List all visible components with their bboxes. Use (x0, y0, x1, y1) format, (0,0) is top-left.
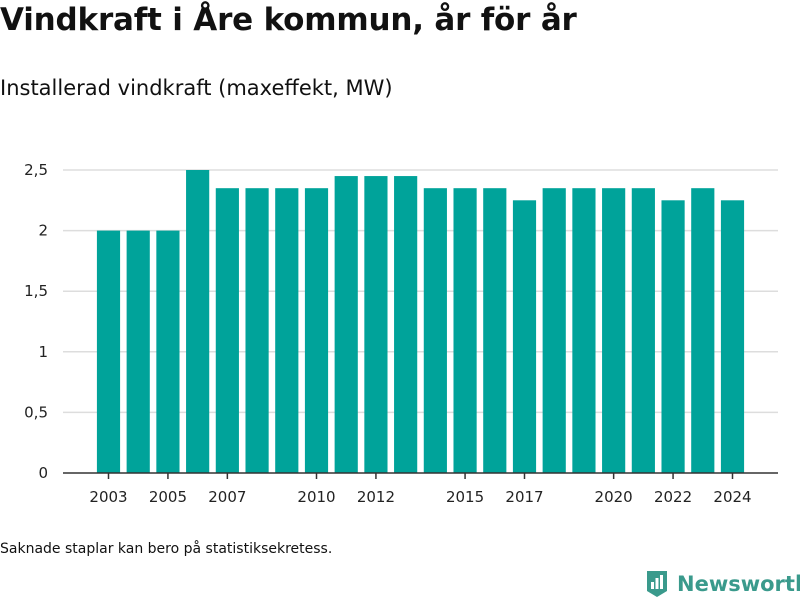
bar-2004 (126, 230, 150, 473)
axes (63, 472, 778, 479)
newsworthy-logo[interactable]: Newsworthy (645, 569, 800, 599)
footnote: Saknade staplar kan bero på statistiksek… (0, 541, 333, 557)
brand-name: Newsworthy (677, 572, 800, 596)
bar-2020 (602, 188, 626, 473)
bar-2023 (691, 188, 715, 473)
x-tick-label: 2005 (149, 488, 187, 506)
x-tick-label: 2012 (357, 488, 395, 506)
x-tick-label: 2022 (654, 488, 692, 506)
bar-2016 (483, 188, 507, 473)
bar-2015 (453, 188, 477, 473)
bar-2003 (96, 230, 121, 473)
tick-labels: 0 0,5 1 1,5 2 2,5 2003 2005 2007 2010 2012 2015 2017… (24, 161, 751, 506)
gridlines (63, 169, 778, 414)
x-tick-label: 2015 (446, 488, 484, 506)
chart-subtitle: Installerad vindkraft (maxeffekt, MW) (0, 76, 393, 100)
bar-2010 (304, 188, 329, 473)
bar-2012 (364, 176, 388, 473)
x-tick-label: 2020 (595, 488, 633, 506)
bar-2017 (512, 200, 537, 474)
bar-2022 (661, 200, 685, 474)
x-tick-label: 2003 (89, 488, 127, 506)
bar-2006 (186, 170, 210, 473)
x-tick-label: 2007 (208, 488, 246, 506)
y-tick-label: 2 (38, 222, 48, 240)
x-tick-label: 2024 (713, 488, 751, 506)
bar-chart: 0 0,5 1 1,5 2 2,5 2003 2005 2007 2010 2012 2015 2017… (24, 161, 778, 506)
y-tick-label: 0 (38, 464, 48, 482)
bar-2008 (245, 188, 269, 473)
y-tick-label: 2,5 (24, 161, 48, 179)
bar-2019 (572, 188, 596, 473)
bar-2014 (423, 188, 447, 473)
bar-2009 (275, 188, 299, 473)
bar-2005 (156, 230, 180, 473)
bars (96, 170, 745, 474)
bar-2021 (631, 188, 655, 473)
chart-title: Vindkraft i Åre kommun, år för år (0, 2, 577, 38)
bar-2024 (720, 200, 745, 474)
x-tick-label: 2010 (297, 488, 335, 506)
bar-2007 (215, 188, 239, 473)
x-tick-label: 2017 (505, 488, 543, 506)
bar-chart-badge-icon (647, 571, 667, 597)
y-tick-label: 1,5 (24, 282, 48, 300)
bar-2018 (542, 188, 566, 473)
bar-2013 (394, 176, 418, 473)
y-tick-label: 1 (38, 343, 48, 361)
bar-2011 (334, 176, 358, 473)
y-tick-label: 0,5 (24, 403, 48, 421)
